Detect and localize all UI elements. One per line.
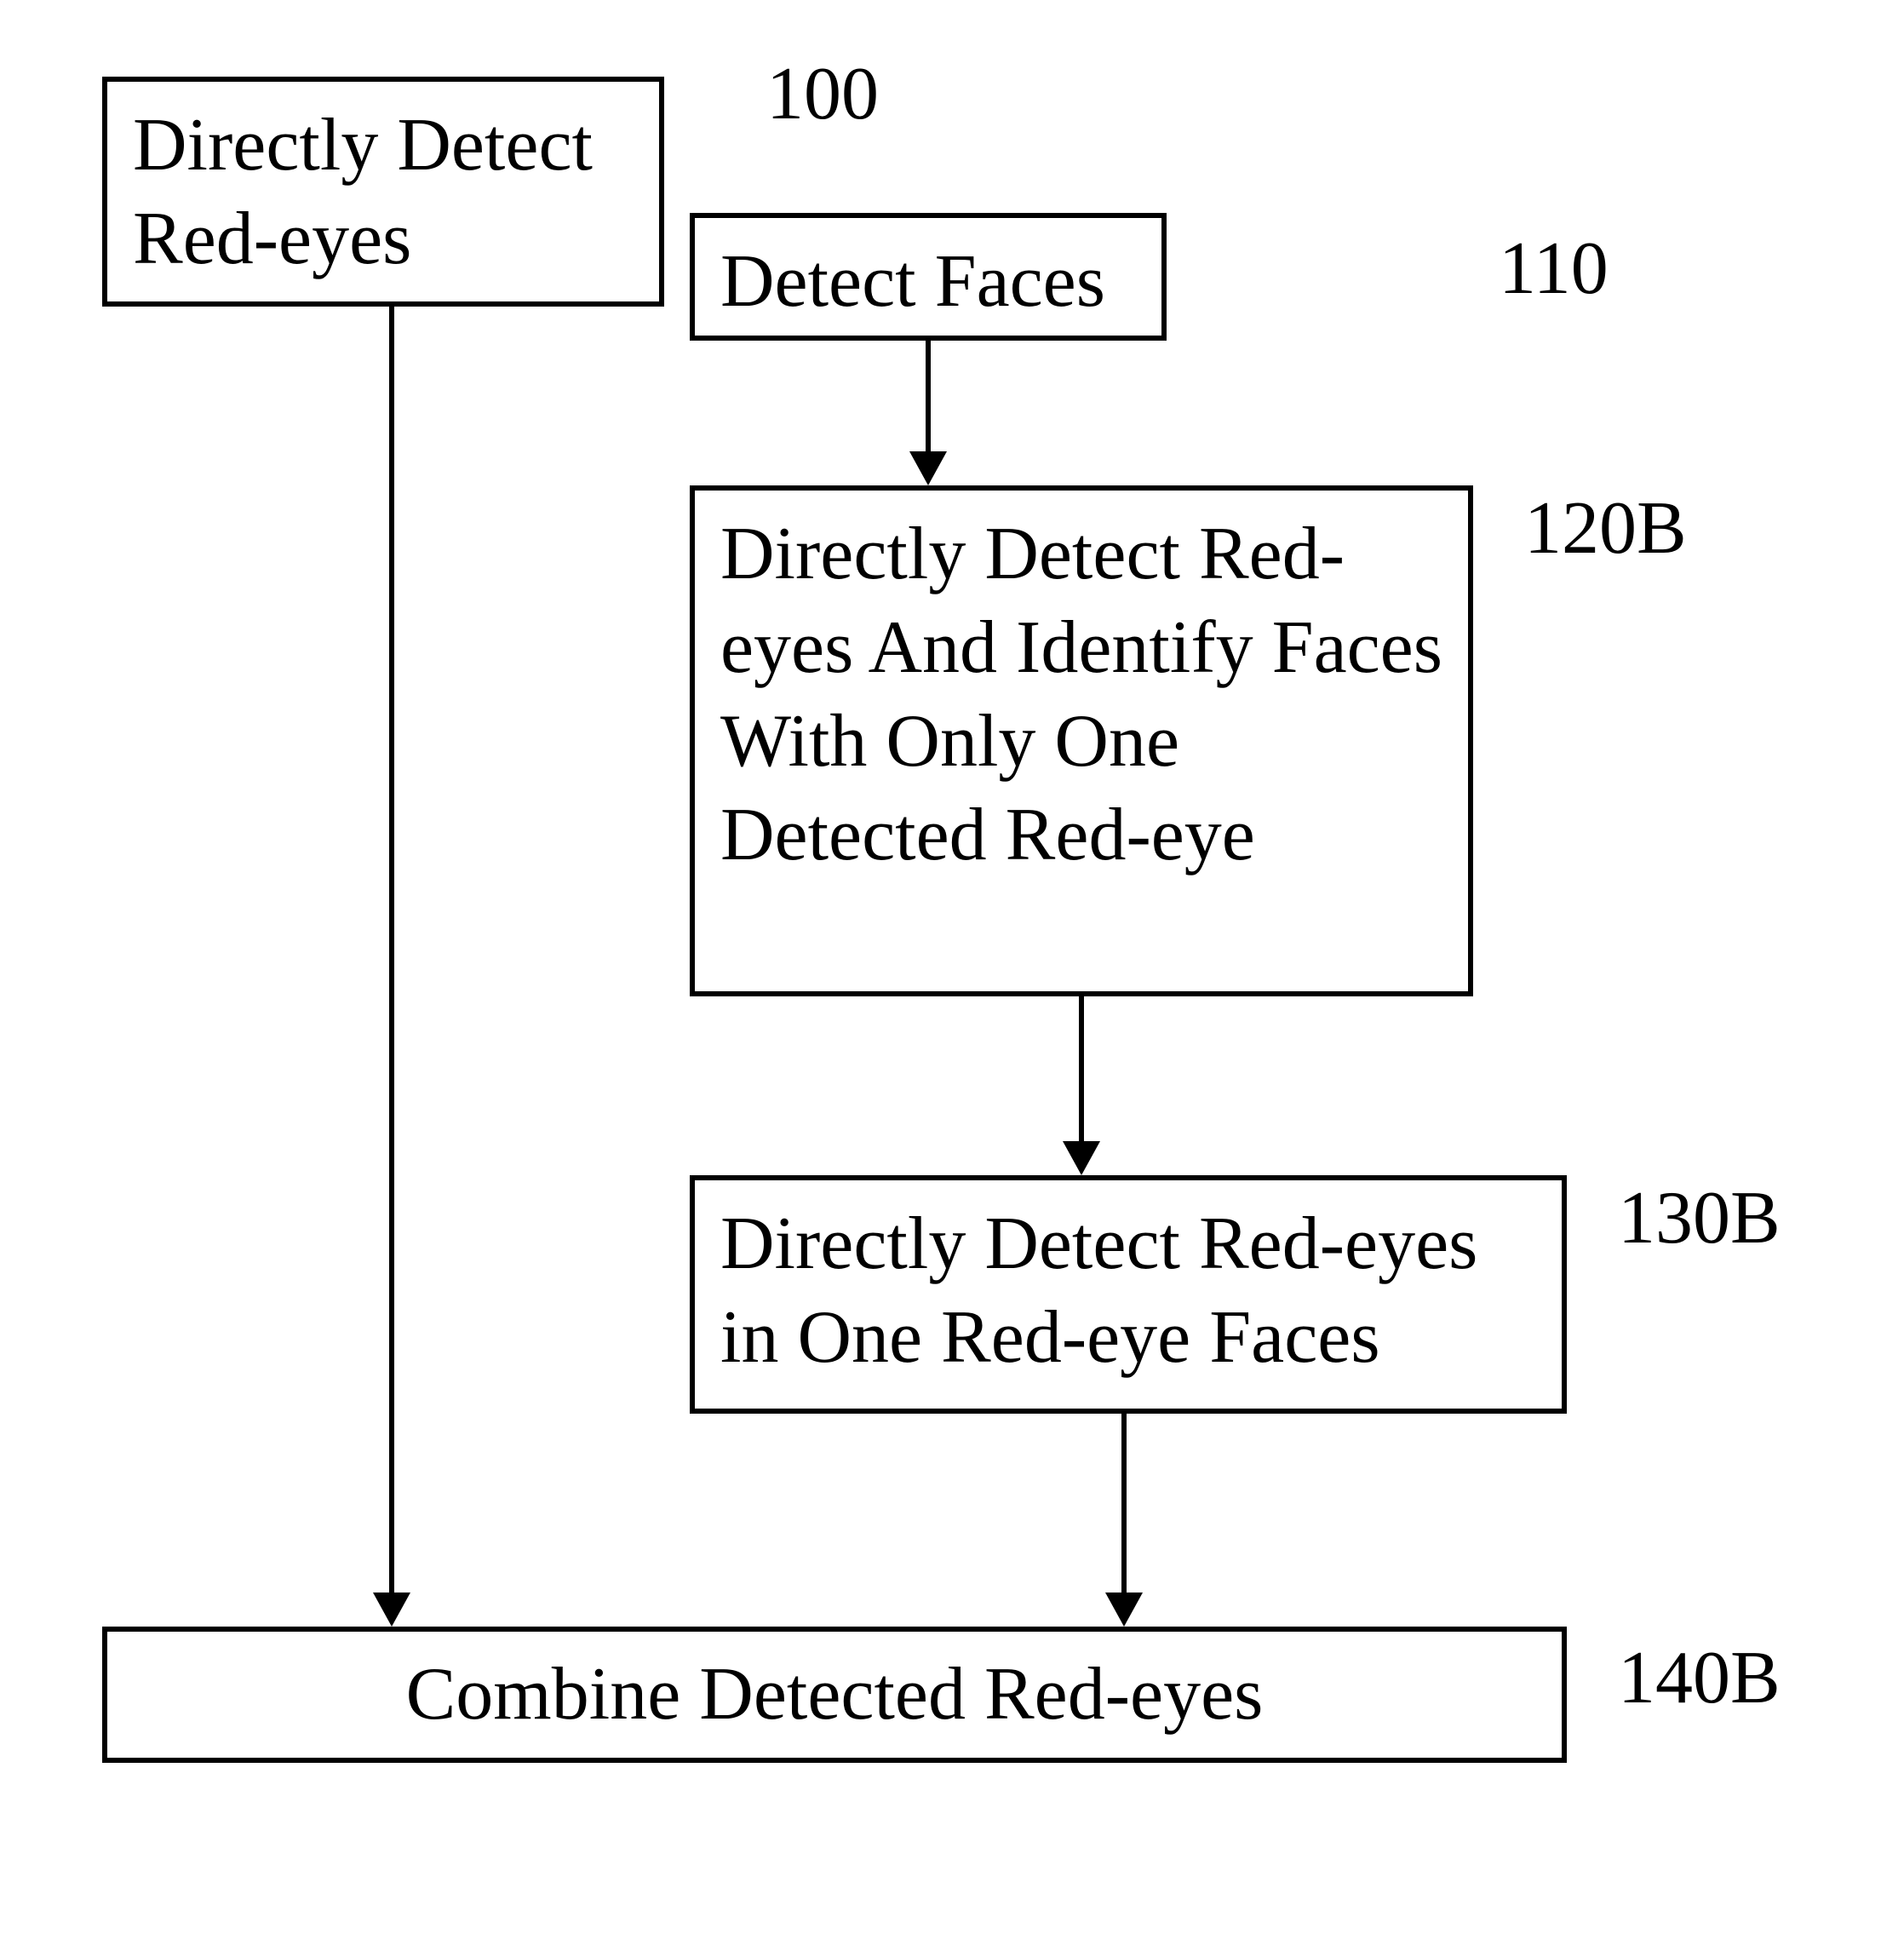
node-130b-text: Directly Detect Red-eyes in One Red-eye …: [720, 1197, 1536, 1385]
node-110: Detect Faces: [690, 213, 1167, 341]
label-120b: 120B: [1524, 485, 1687, 571]
node-120b-text: Directly Detect Red-eyes And Identify Fa…: [720, 508, 1442, 882]
label-130b: 130B: [1618, 1175, 1781, 1261]
node-110-text: Detect Faces: [720, 235, 1105, 329]
node-130b: Directly Detect Red-eyes in One Red-eye …: [690, 1175, 1567, 1414]
node-100: Directly Detect Red-eyes: [102, 77, 664, 307]
node-140b: Combine Detected Red-eyes: [102, 1627, 1567, 1763]
label-140b: 140B: [1618, 1635, 1781, 1721]
node-120b: Directly Detect Red-eyes And Identify Fa…: [690, 485, 1473, 996]
node-140b-text: Combine Detected Red-eyes: [406, 1648, 1264, 1742]
label-110: 110: [1499, 226, 1609, 312]
label-100: 100: [766, 51, 879, 137]
flowchart-canvas: Directly Detect Red-eyes 100 Detect Face…: [0, 0, 1904, 1934]
node-100-text: Directly Detect Red-eyes: [133, 99, 634, 286]
